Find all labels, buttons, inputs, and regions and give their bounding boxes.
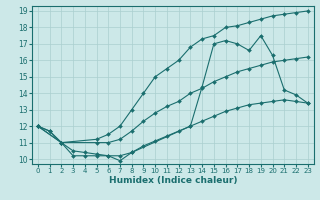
- X-axis label: Humidex (Indice chaleur): Humidex (Indice chaleur): [108, 176, 237, 185]
